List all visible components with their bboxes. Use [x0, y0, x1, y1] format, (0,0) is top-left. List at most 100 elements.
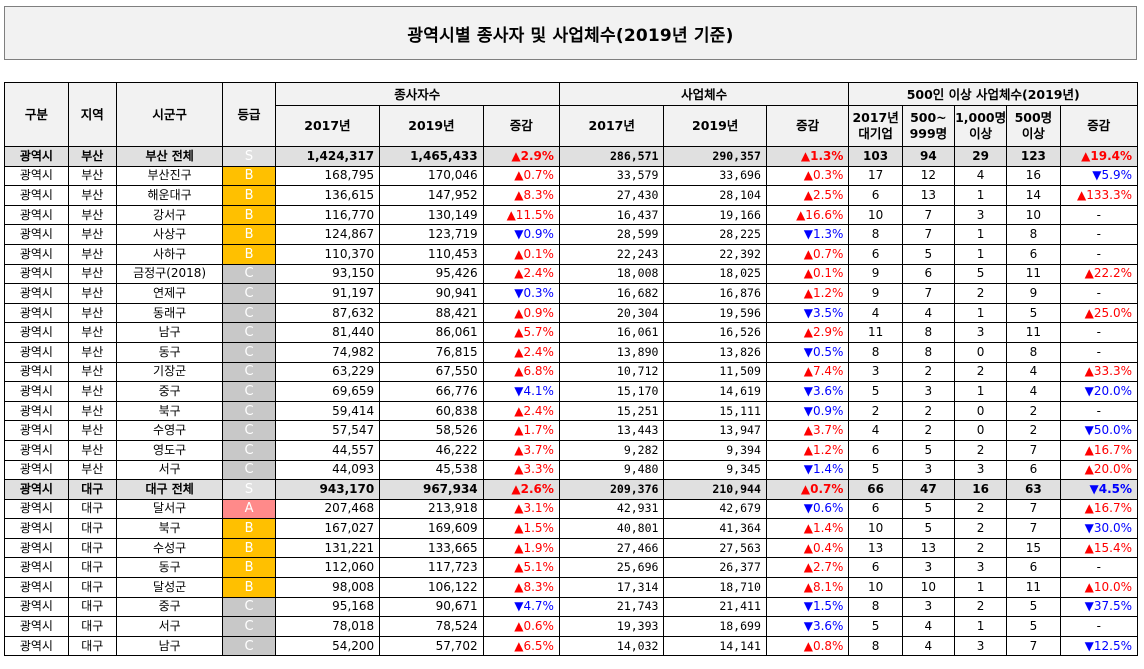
cell-biz-2017: 17,314 — [558, 577, 665, 598]
cell-large-500-999: 8 — [901, 322, 955, 343]
cell-large-500-999: 5 — [901, 498, 955, 520]
cell-type: 광역시 — [4, 204, 69, 226]
cell-grade: C — [222, 439, 276, 461]
cell-large-total: 5 — [1006, 596, 1061, 618]
cell-large-1000: 2 — [953, 361, 1008, 383]
cell-region: 대구 — [67, 557, 117, 579]
cell-workers-change: ▲2.6% — [482, 479, 560, 500]
cell-large-500-999: 5 — [901, 243, 955, 265]
cell-workers-change: ▼0.3% — [482, 283, 560, 304]
cell-grade: C — [222, 341, 276, 363]
cell-grade: B — [222, 243, 276, 265]
cell-large-total: 14 — [1006, 185, 1061, 206]
cell-workers-2019: 147,952 — [379, 185, 484, 206]
cell-workers-2017: 78,018 — [274, 616, 381, 637]
cell-large-total: 11 — [1006, 263, 1061, 285]
table-row: 광역시 부산 북구 C 59,414 60,838 ▲2.4% 15,251 15,111 ▼0.… — [4, 400, 1139, 422]
cell-workers-2019: 169,609 — [379, 518, 484, 539]
cell-region: 부산 — [67, 204, 117, 226]
cell-biz-change: ▲1.2% — [765, 439, 850, 461]
cell-workers-change: ▲3.1% — [482, 498, 560, 520]
cell-type: 광역시 — [4, 459, 69, 481]
cell-workers-2017: 54,200 — [274, 635, 381, 657]
cell-biz-2019: 9,345 — [663, 459, 767, 481]
cell-large-1000: 2 — [953, 518, 1008, 539]
cell-large-total: 9 — [1006, 283, 1061, 304]
cell-large-change: ▼5.9% — [1059, 165, 1139, 187]
cell-workers-2017: 44,093 — [274, 459, 381, 481]
cell-biz-2019: 41,364 — [663, 518, 767, 539]
cell-large-1000: 4 — [953, 165, 1008, 187]
cell-biz-2017: 27,430 — [558, 185, 665, 206]
cell-region: 부산 — [67, 185, 117, 206]
cell-workers-change: ▲3.3% — [482, 459, 560, 481]
cell-large-total: 4 — [1006, 361, 1061, 383]
cell-grade: C — [222, 420, 276, 441]
header-workers-2019: 2019년 — [379, 105, 484, 147]
cell-grade: C — [222, 459, 276, 481]
cell-biz-change: ▼1.3% — [765, 224, 850, 245]
cell-type: 광역시 — [4, 341, 69, 363]
cell-large-2017: 11 — [848, 322, 903, 343]
cell-grade: B — [222, 537, 276, 559]
cell-workers-change: ▼0.9% — [482, 224, 560, 245]
header-large-change: 증감 — [1059, 105, 1139, 147]
cell-workers-2019: 88,421 — [379, 302, 484, 324]
cell-workers-2019: 57,702 — [379, 635, 484, 657]
cell-large-total: 6 — [1006, 243, 1061, 265]
cell-district: 연제구 — [115, 283, 224, 304]
cell-workers-2017: 44,557 — [274, 439, 381, 461]
cell-region: 대구 — [67, 616, 117, 637]
cell-large-change: - — [1059, 341, 1139, 363]
cell-workers-2019: 117,723 — [379, 557, 484, 579]
table-row: 광역시 대구 중구 C 95,168 90,671 ▼4.7% 21,743 21,411 ▼1.… — [4, 596, 1139, 618]
header-district: 시군구 — [115, 82, 224, 147]
cell-biz-change: ▲1.2% — [765, 283, 850, 304]
cell-grade: C — [222, 322, 276, 343]
cell-biz-2017: 42,931 — [558, 498, 665, 520]
cell-biz-change: ▼3.6% — [765, 381, 850, 402]
cell-biz-2019: 11,509 — [663, 361, 767, 383]
cell-region: 대구 — [67, 537, 117, 559]
cell-workers-2017: 110,370 — [274, 243, 381, 265]
cell-large-total: 8 — [1006, 341, 1061, 363]
cell-workers-change: ▲1.5% — [482, 518, 560, 539]
cell-large-500-999: 6 — [901, 263, 955, 285]
cell-grade: C — [222, 635, 276, 657]
cell-workers-change: ▲2.4% — [482, 263, 560, 285]
cell-large-1000: 1 — [953, 302, 1008, 324]
header-biz-2017: 2017년 — [558, 105, 665, 147]
cell-workers-2019: 67,550 — [379, 361, 484, 383]
cell-large-2017: 66 — [848, 479, 903, 500]
cell-large-2017: 4 — [848, 302, 903, 324]
cell-biz-change: ▼0.6% — [765, 498, 850, 520]
table-row: 광역시 대구 대구 전체 S 943,170 967,934 ▲2.6% 209,376 210… — [4, 479, 1139, 500]
table-row: 광역시 부산 사상구 B 124,867 123,719 ▼0.9% 28,599 28,225… — [4, 224, 1139, 245]
cell-large-500-999: 13 — [901, 185, 955, 206]
cell-large-500-999: 47 — [901, 479, 955, 500]
header-large-500-999: 500~ 999명 — [901, 105, 955, 147]
cell-large-2017: 10 — [848, 577, 903, 598]
cell-biz-2019: 26,377 — [663, 557, 767, 579]
table-row: 광역시 대구 동구 B 112,060 117,723 ▲5.1% 25,696 26,377 ▲… — [4, 557, 1139, 579]
cell-biz-2019: 210,944 — [663, 479, 767, 500]
cell-large-2017: 6 — [848, 185, 903, 206]
cell-type: 광역시 — [4, 577, 69, 598]
cell-large-change: ▲19.4% — [1059, 146, 1139, 167]
page-title: 광역시별 종사자 및 사업체수(2019년 기준) — [407, 25, 734, 46]
cell-grade: B — [222, 518, 276, 539]
cell-district: 북구 — [115, 518, 224, 539]
cell-workers-2019: 110,453 — [379, 243, 484, 265]
cell-large-500-999: 7 — [901, 204, 955, 226]
cell-district: 서구 — [115, 459, 224, 481]
table-row: 광역시 대구 서구 C 78,018 78,524 ▲0.6% 19,393 18,699 ▼3.… — [4, 616, 1139, 637]
cell-type: 광역시 — [4, 616, 69, 637]
cell-type: 광역시 — [4, 381, 69, 402]
data-table: 구분 지역 시군구 등급 종사자수 사업체수 500인 이상 사업체수(2019… — [4, 82, 1139, 657]
cell-biz-change: ▲0.1% — [765, 263, 850, 285]
cell-workers-2017: 1,424,317 — [274, 146, 381, 167]
cell-workers-2017: 112,060 — [274, 557, 381, 579]
cell-grade: C — [222, 302, 276, 324]
header-gubun: 구분 — [4, 82, 69, 147]
cell-biz-2017: 19,393 — [558, 616, 665, 637]
